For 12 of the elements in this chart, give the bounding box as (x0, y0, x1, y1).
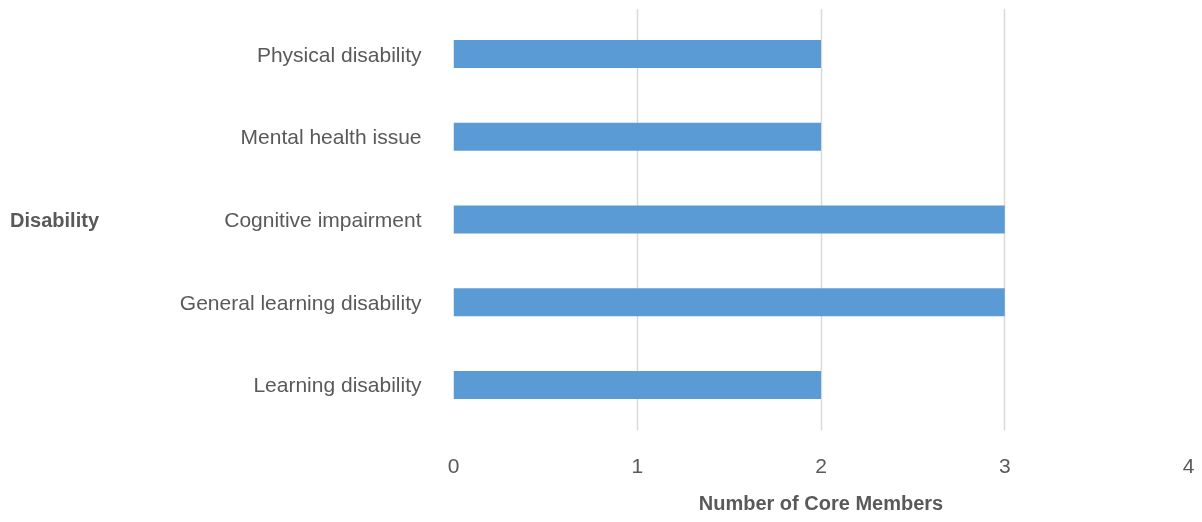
x-tick-label: 2 (815, 453, 827, 477)
x-tick-label: 4 (1182, 453, 1195, 477)
x-tick-label: 1 (631, 453, 644, 477)
y-tick-label: Mental health issue (240, 125, 422, 149)
y-tick-label: General learning disability (179, 290, 422, 314)
y-axis-title: Disability (10, 208, 100, 231)
x-tick-label: 3 (998, 453, 1011, 477)
y-tick-label: Learning disability (253, 373, 422, 397)
x-axis-title: Number of Core Members (698, 491, 944, 514)
y-tick-label: Cognitive impairment (224, 208, 422, 231)
y-tick-label: Physical disability (256, 42, 422, 66)
x-tick-label: 0 (447, 453, 460, 477)
